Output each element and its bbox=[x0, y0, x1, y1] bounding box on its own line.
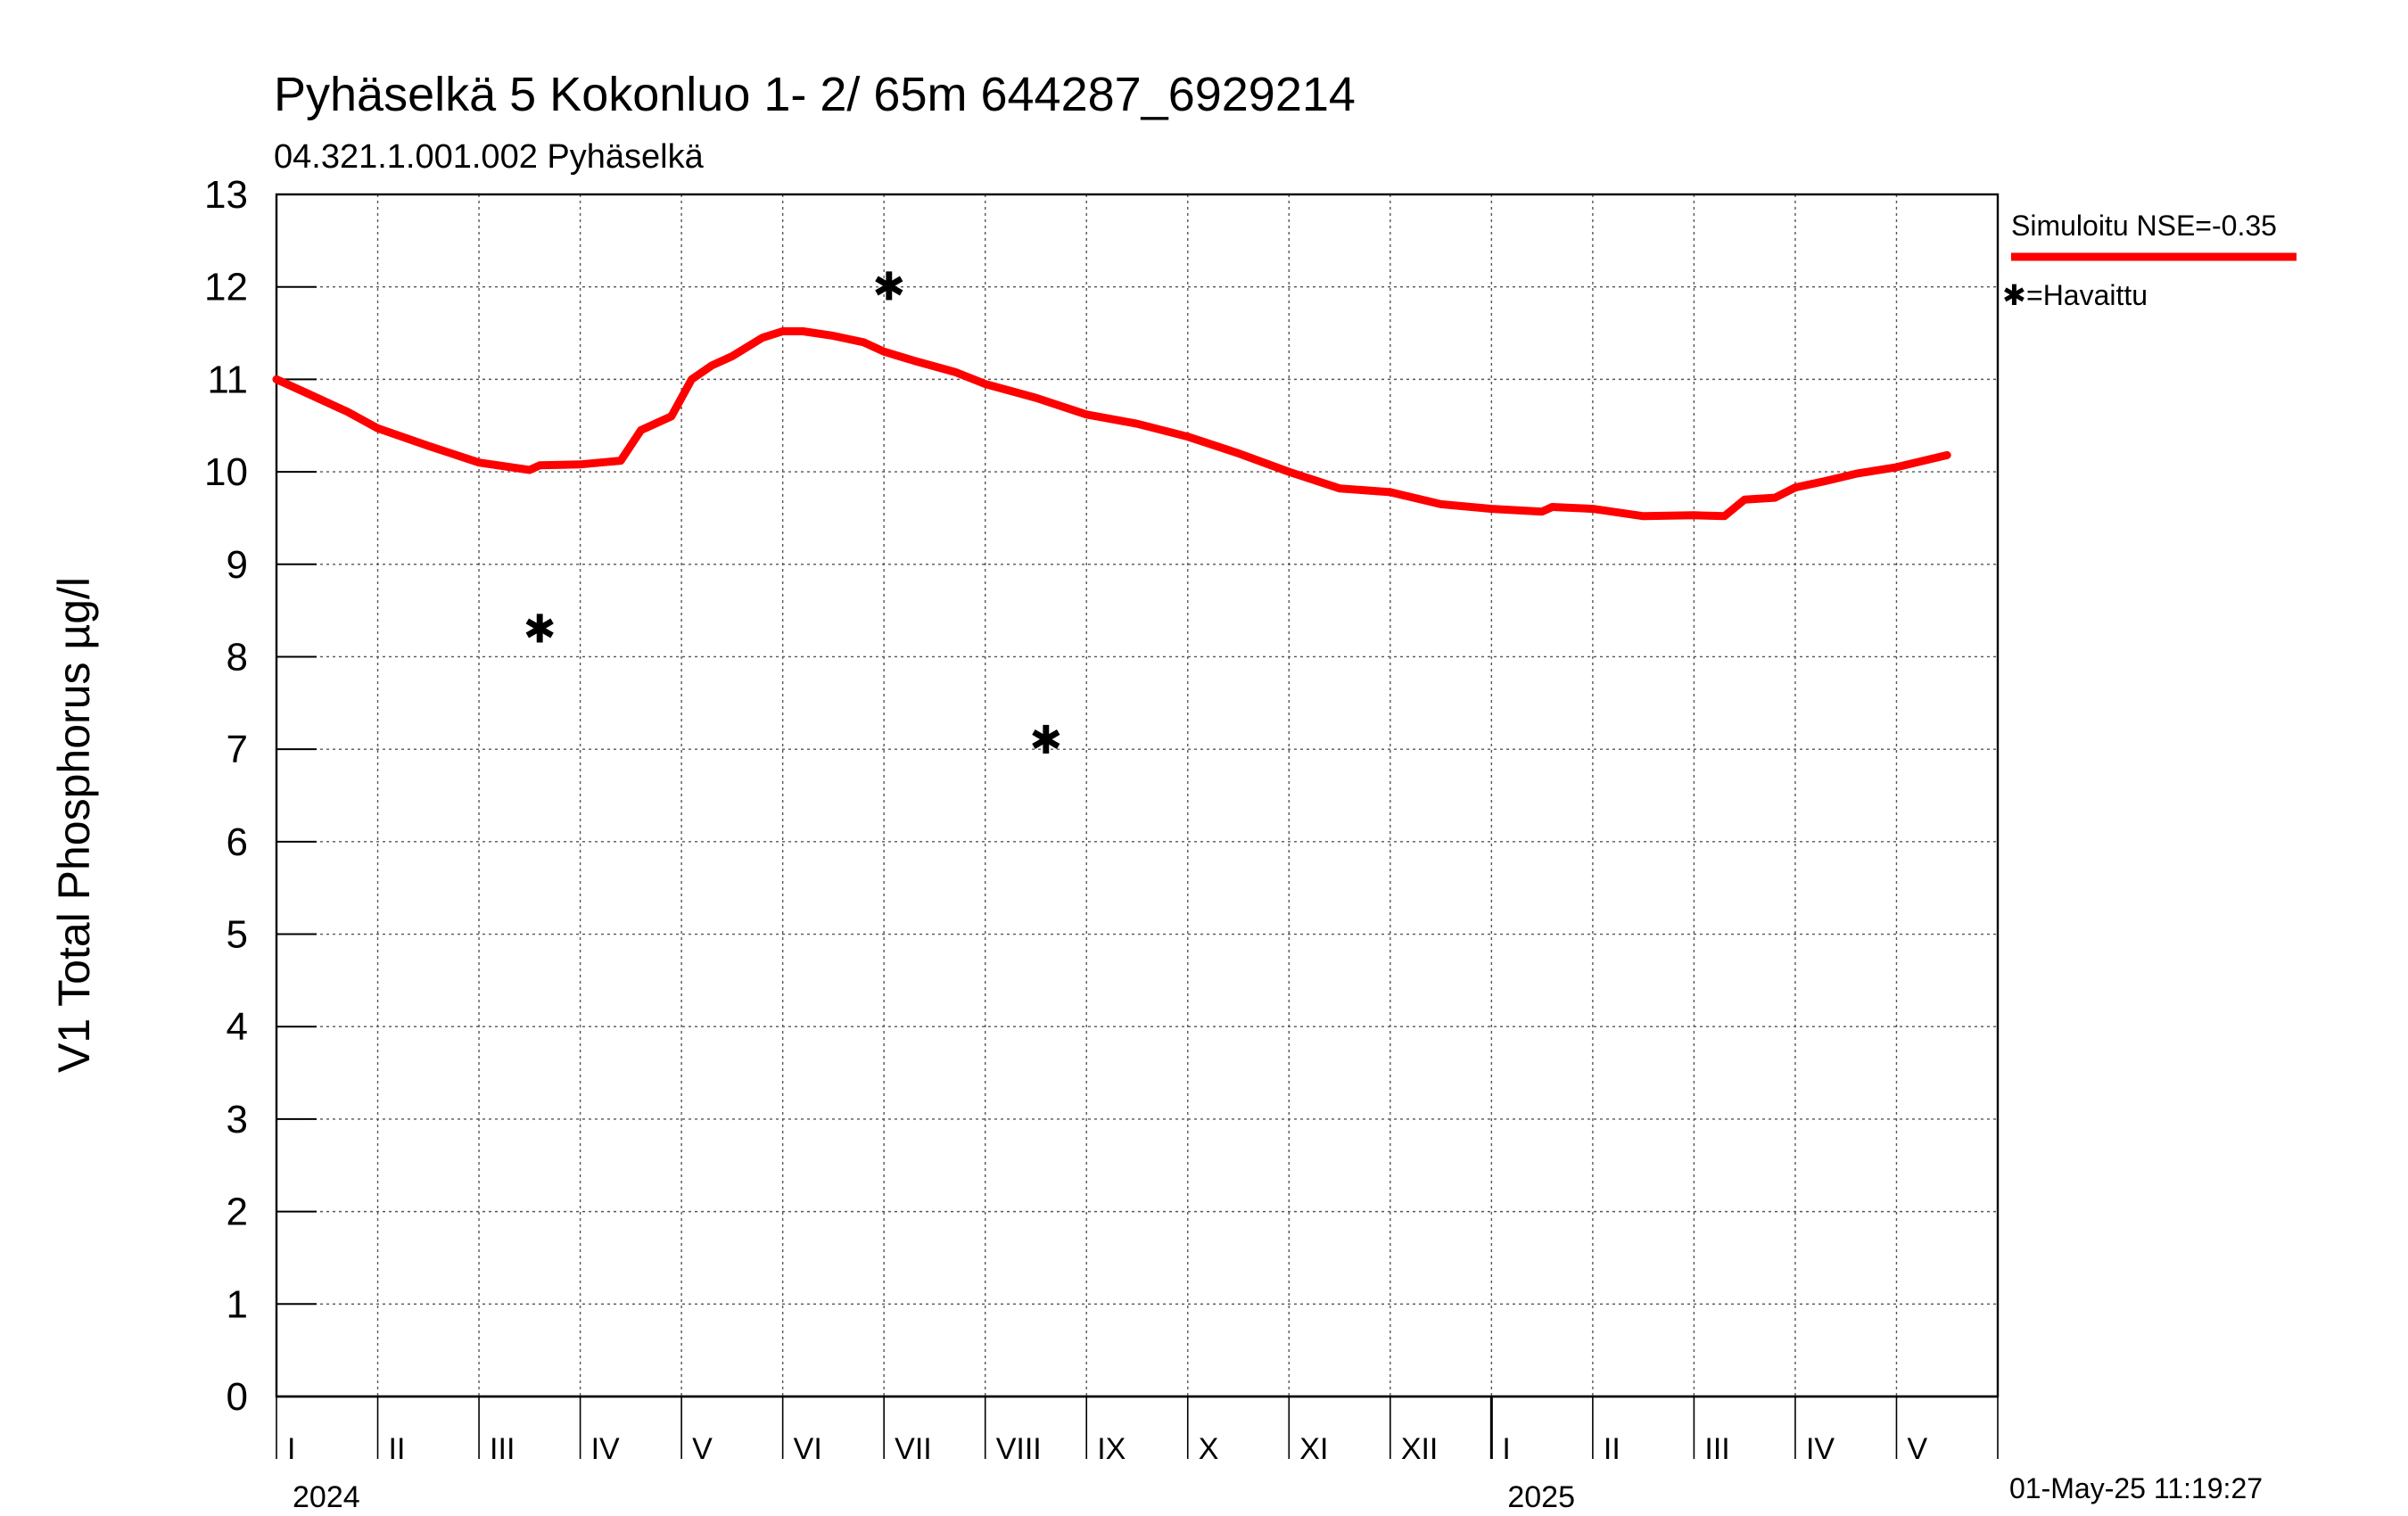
y-tick-label: 4 bbox=[227, 1005, 248, 1049]
x-tick-label: X bbox=[1199, 1432, 1219, 1466]
y-tick-label: 9 bbox=[227, 543, 248, 587]
plot-frame bbox=[275, 193, 2000, 1398]
x-tick-label: IV bbox=[591, 1432, 620, 1466]
y-tick-label: 11 bbox=[207, 358, 248, 401]
x-tick-label: XI bbox=[1299, 1432, 1328, 1466]
series-line-simuloitu bbox=[272, 327, 1951, 521]
x-tick-label: VII bbox=[895, 1432, 932, 1466]
x-tick-label: IX bbox=[1097, 1432, 1126, 1466]
x-tick-label: III bbox=[490, 1432, 515, 1466]
x-tick-label: V bbox=[1907, 1432, 1927, 1466]
chart-title: Pyhäselkä 5 Kokonluo 1- 2/ 65m 644287_69… bbox=[274, 68, 1356, 121]
y-tick-label: 3 bbox=[227, 1098, 248, 1141]
legend-observed-label: =Havaittu bbox=[2026, 279, 2148, 311]
observed-point: ✱ bbox=[872, 266, 905, 309]
timestamp: 01-May-25 11:19:27 bbox=[2009, 1472, 2263, 1504]
y-tick-label: 7 bbox=[227, 728, 248, 771]
legend-simulated-label: Simuloitu NSE=-0.35 bbox=[2011, 210, 2277, 242]
y-tick-label: 0 bbox=[227, 1375, 248, 1419]
y-tick-label: 8 bbox=[227, 635, 248, 679]
observed-point: ✱ bbox=[524, 607, 557, 651]
year-label: 2025 bbox=[1507, 1480, 1575, 1514]
y-tick-label: 13 bbox=[204, 173, 248, 217]
y-axis-label: V1 Total Phosphorus µg/l bbox=[49, 577, 99, 1073]
x-tick-label: IV bbox=[1806, 1432, 1835, 1466]
series: ✱ ✱ ✱ bbox=[272, 266, 1951, 762]
y-tick-label: 2 bbox=[227, 1191, 248, 1234]
y-tick-label: 12 bbox=[204, 266, 248, 309]
x-tick-label: XII bbox=[1401, 1432, 1439, 1466]
legend: Simuloitu NSE=-0.35 ✱ =Havaittu bbox=[2002, 210, 2297, 311]
x-tick-label: V bbox=[692, 1432, 713, 1466]
x-tick-label: III bbox=[1704, 1432, 1729, 1466]
x-tick-label: II bbox=[389, 1432, 406, 1466]
x-tick-label: I bbox=[1502, 1432, 1510, 1466]
year-label: 2024 bbox=[293, 1480, 360, 1514]
y-tick-label: 10 bbox=[204, 450, 248, 494]
legend-observed-marker: ✱ bbox=[2002, 279, 2026, 311]
x-tick-label: VI bbox=[794, 1432, 822, 1466]
x-tick-label: II bbox=[1604, 1432, 1620, 1466]
x-tick-label: VIII bbox=[996, 1432, 1042, 1466]
y-tick-label: 1 bbox=[227, 1282, 248, 1326]
chart-subtitle: 04.321.1.001.002 Pyhäselkä bbox=[274, 138, 705, 176]
x-tick-label: I bbox=[287, 1432, 295, 1466]
observed-point: ✱ bbox=[1029, 719, 1062, 762]
y-tick-label: 6 bbox=[227, 820, 248, 864]
y-tick-label: 5 bbox=[227, 913, 248, 957]
grid bbox=[276, 194, 1998, 1397]
